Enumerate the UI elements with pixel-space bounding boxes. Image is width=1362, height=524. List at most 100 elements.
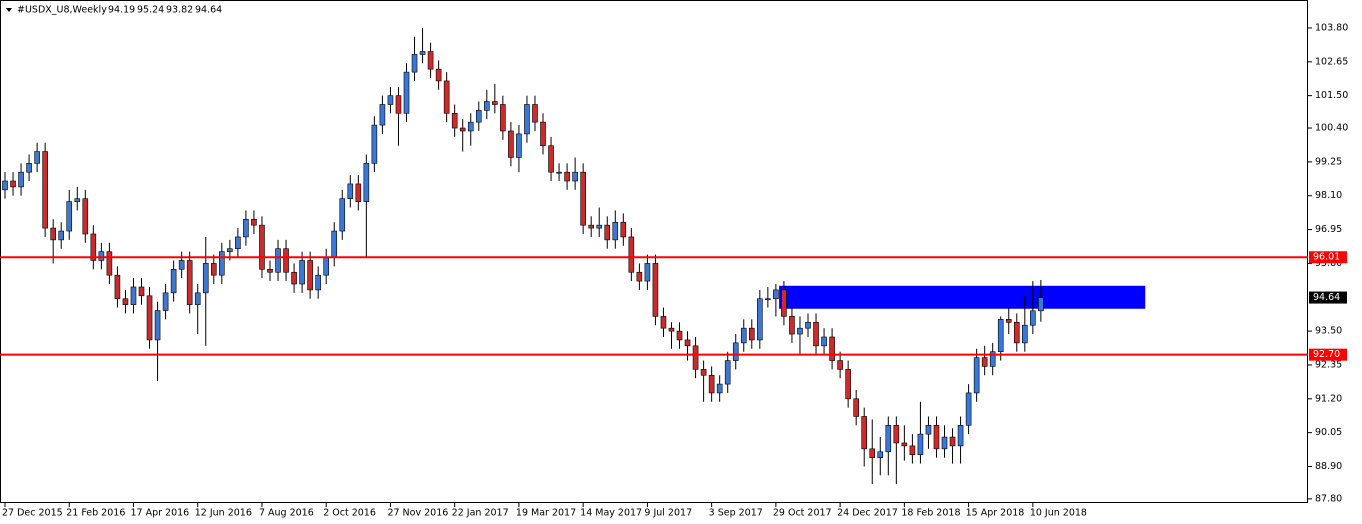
candle-body (861, 416, 868, 450)
candle-body (10, 180, 16, 188)
current-price-label: 94.64 (1313, 292, 1340, 303)
candle-body (307, 260, 313, 291)
x-tick-label: 9 Jul 2017 (644, 508, 692, 519)
candle-body (411, 54, 418, 73)
candle-body (26, 163, 32, 173)
candle-body (194, 292, 201, 305)
candle-body (427, 51, 434, 70)
x-tick-label: 27 Nov 2016 (387, 508, 448, 519)
candle-body (981, 357, 988, 367)
candle-body (700, 369, 707, 376)
chart-title: #USDX_U8,Weekly (17, 5, 107, 16)
candle-body (299, 260, 305, 285)
candle-body (957, 424, 964, 447)
candle-body (572, 171, 578, 182)
y-tick-label: 103.80 (1315, 22, 1348, 33)
candle-body (82, 198, 89, 235)
candle-body (1005, 319, 1012, 323)
candle-body (508, 130, 514, 158)
candle-body (797, 327, 803, 335)
candle-body (1030, 310, 1036, 326)
candle-body (451, 113, 458, 129)
candle-body (724, 360, 731, 385)
candle-body (114, 274, 121, 300)
candle-body (90, 233, 97, 261)
candle-body (170, 269, 177, 294)
y-tick-label: 91.20 (1315, 393, 1342, 404)
candle-body (347, 183, 354, 199)
x-tick-label: 10 Jun 2018 (1030, 508, 1087, 519)
candle-body (178, 260, 185, 270)
candle-body (259, 224, 265, 270)
candle-body (556, 171, 562, 174)
candle-body (50, 227, 56, 241)
candle-body (202, 263, 209, 294)
x-tick-label: 17 Apr 2016 (130, 508, 189, 519)
candle-body (524, 104, 530, 135)
candle-body (98, 251, 105, 261)
candle-body (941, 436, 948, 450)
candle-body (1013, 321, 1020, 344)
candle-body (2, 180, 8, 191)
candle-body (548, 145, 554, 173)
candle-body (403, 71, 410, 114)
candle-body (732, 342, 739, 361)
y-tick-label: 88.90 (1315, 461, 1342, 472)
candle-body (716, 383, 723, 394)
candle-body (949, 436, 956, 447)
candle-body (235, 236, 241, 250)
candle-body (877, 451, 884, 458)
candle-body (219, 251, 225, 276)
candle-body (869, 448, 876, 458)
candle-body (757, 298, 763, 341)
x-tick-label: 2 Oct 2016 (323, 508, 376, 519)
candle-body (989, 351, 996, 367)
candle-body (500, 104, 506, 132)
price-label: 96.01 (1313, 252, 1340, 263)
y-tick-label: 101.50 (1315, 90, 1348, 101)
candle-body (283, 248, 289, 273)
candle-body (781, 289, 787, 317)
candle-body (186, 260, 193, 305)
x-tick-label: 24 Dec 2017 (837, 508, 898, 519)
candle-body (901, 442, 908, 447)
x-tick-label: 21 Feb 2016 (66, 508, 125, 519)
candle-body (532, 104, 538, 123)
candle-body (106, 251, 113, 276)
candle-body (620, 221, 627, 238)
candle-body (588, 224, 594, 229)
candle-body (909, 445, 916, 456)
candle-body (363, 163, 370, 202)
candle-body (42, 151, 48, 229)
y-tick-label: 102.65 (1315, 56, 1348, 67)
candle-body (331, 230, 338, 258)
candle-body (323, 257, 330, 276)
y-tick-label: 98.10 (1315, 190, 1342, 201)
candle-body (18, 171, 24, 188)
candle-body (917, 433, 924, 456)
candle-body (395, 95, 402, 114)
candle-body (933, 424, 940, 450)
price-label-box (1309, 251, 1347, 264)
candle-body (492, 101, 498, 105)
header-close: 94.64 (195, 5, 222, 16)
candle-body (580, 171, 586, 226)
x-tick-label: 14 May 2017 (580, 508, 642, 519)
current-price-box (1309, 291, 1347, 304)
candle-body (34, 151, 40, 164)
candle-body (162, 292, 169, 311)
candle-body (122, 298, 129, 305)
candle-body (467, 121, 474, 132)
candle-body (130, 286, 137, 305)
x-tick-label: 15 Apr 2018 (966, 508, 1025, 519)
candle-body (628, 236, 635, 273)
plot-frame (0, 0, 1308, 503)
header-open: 94.19 (108, 5, 135, 16)
candle-body (315, 274, 321, 291)
candle-body (805, 321, 811, 329)
candle-body (612, 221, 619, 241)
candle-body (1022, 324, 1028, 344)
candle-body (676, 330, 683, 341)
